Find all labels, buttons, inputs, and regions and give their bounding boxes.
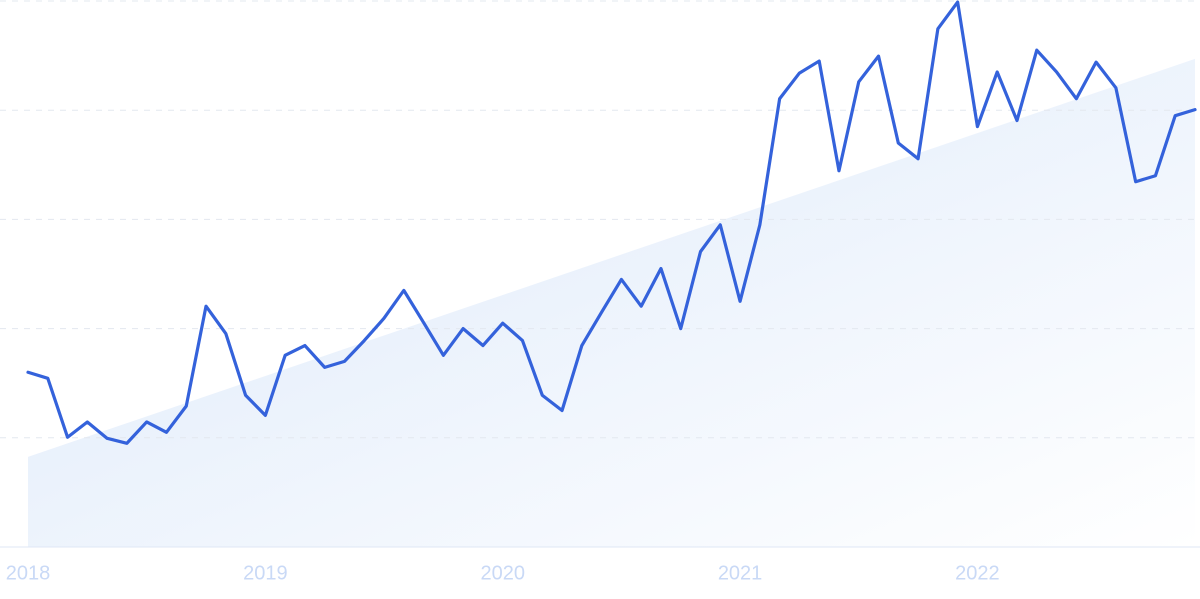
x-tick-label: 2018 xyxy=(6,562,51,584)
trend-area xyxy=(28,58,1195,547)
x-tick-label: 2022 xyxy=(955,562,1000,584)
x-tick-label: 2019 xyxy=(243,562,288,584)
data-line xyxy=(26,0,1197,445)
x-tick-label: 2021 xyxy=(718,562,763,584)
x-tick-label: 2020 xyxy=(480,562,525,584)
